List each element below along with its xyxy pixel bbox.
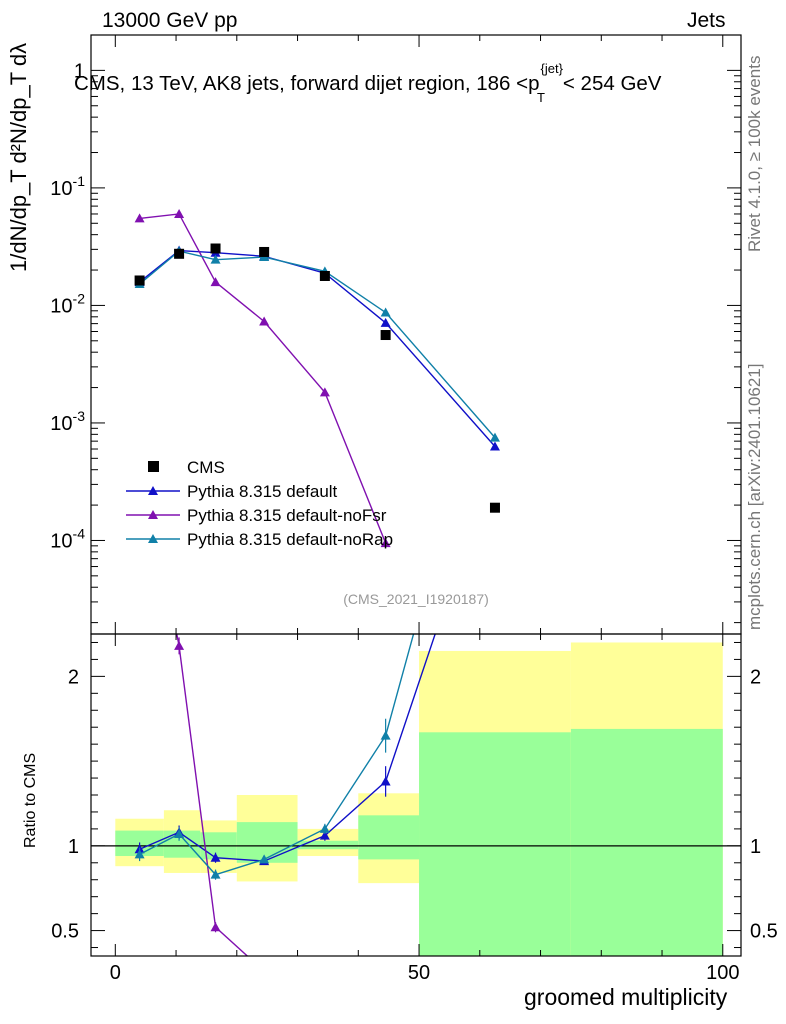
legend-marker	[148, 486, 158, 495]
mcplots-label: mcplots.cern.ch [arXiv:2401.10621]	[745, 363, 764, 630]
stat-uncertainty-band	[297, 840, 359, 850]
series-point	[210, 277, 221, 287]
ratio-point	[259, 854, 270, 864]
series-line	[139, 213, 387, 544]
ratio-point	[380, 776, 391, 786]
series-point	[259, 316, 270, 326]
stat-uncertainty-band	[236, 822, 298, 863]
x-axis-label: groomed multiplicity	[524, 984, 728, 1010]
legend-label: Pythia 8.315 default	[187, 482, 338, 501]
series-point	[380, 307, 391, 317]
y-tick-label: 10-4	[50, 525, 85, 552]
main-series-lines	[134, 208, 500, 548]
series-point	[174, 208, 185, 218]
y-tick-label: 1	[74, 60, 85, 82]
ratio-point	[210, 922, 221, 932]
data-point	[134, 275, 145, 286]
ratio-tick-label: 0.5	[51, 921, 79, 943]
series-point	[380, 538, 391, 548]
ratio-point	[210, 869, 221, 879]
data-point	[489, 502, 500, 513]
ratio-point	[134, 849, 145, 859]
legend-label: CMS	[187, 458, 225, 477]
stat-uncertainty-band	[570, 728, 723, 956]
series-point	[319, 387, 330, 397]
legend: CMS Pythia 8.315 default Pythia 8.315 defa…	[126, 458, 393, 549]
ratio-point	[319, 823, 330, 833]
ratio-line	[176, 634, 249, 956]
y-tick-label: 10-1	[50, 173, 85, 200]
ratio-tick-label-right: 0.5	[750, 921, 778, 943]
energy-label: 13000 GeV pp	[102, 9, 238, 32]
ratio-point	[319, 830, 330, 840]
stat-uncertainty-band	[419, 732, 571, 956]
series-line	[139, 249, 496, 447]
ratio-tick-label-right: 1	[750, 836, 761, 858]
data-point	[174, 248, 185, 259]
series-point	[210, 254, 221, 264]
ratio-point	[135, 439, 145, 448]
data-point	[259, 246, 270, 257]
legend-marker	[148, 510, 158, 519]
series-line	[139, 250, 496, 439]
y-tick-label: 10-3	[50, 408, 85, 435]
ratio-point	[174, 828, 185, 838]
series-point	[489, 432, 500, 442]
ratio-series-lines	[134, 332, 500, 1016]
stat-uncertainty-band	[358, 815, 420, 860]
legend-data-marker	[148, 461, 159, 472]
series-point	[380, 317, 391, 327]
axis-ticks: 0 50 100 10-4 10-3 10-2 10-1 1 0.5 0.5 1 1 2 2	[50, 34, 778, 984]
ratio-tick-label: 1	[68, 836, 79, 858]
ratio-point	[320, 993, 330, 1002]
data-point	[210, 243, 221, 254]
ratio-uncertainty-bands	[91, 642, 741, 956]
legend-label: Pythia 8.315 default-noFsr	[187, 506, 387, 525]
chart-title: CMS, 13 TeV, AK8 jets, forward dijet reg…	[74, 61, 662, 105]
ratio-point	[259, 966, 269, 975]
ratio-tick-label: 2	[68, 666, 79, 688]
legend-label: Pythia 8.315 default-noRap	[187, 530, 393, 549]
category-label: Jets	[687, 9, 726, 32]
rivet-version-label: Rivet 4.1.0, ≥ 100k events	[745, 55, 764, 252]
analysis-id: (CMS_2021_I1920187)	[343, 591, 489, 607]
ratio-point	[174, 640, 185, 650]
x-tick-label: 100	[706, 962, 739, 984]
ratio-tick-label-right: 2	[750, 666, 761, 688]
x-tick-label: 0	[110, 962, 121, 984]
series-point	[489, 441, 500, 451]
ratio-point	[490, 332, 500, 341]
ratio-point	[380, 730, 391, 740]
y-tick-label: 10-2	[50, 290, 85, 317]
ratio-point	[381, 1007, 391, 1016]
ratio-point	[490, 451, 500, 460]
data-point	[319, 270, 330, 281]
ratio-axis-label: Ratio to CMS	[22, 752, 39, 848]
series-point	[134, 213, 145, 223]
data-point	[380, 330, 391, 341]
legend-marker	[148, 534, 158, 543]
ratio-point	[210, 852, 221, 862]
y-axis-label: 1/dN/dp_T d²N/dp_T dλ	[6, 42, 31, 272]
x-tick-label: 50	[408, 962, 430, 984]
